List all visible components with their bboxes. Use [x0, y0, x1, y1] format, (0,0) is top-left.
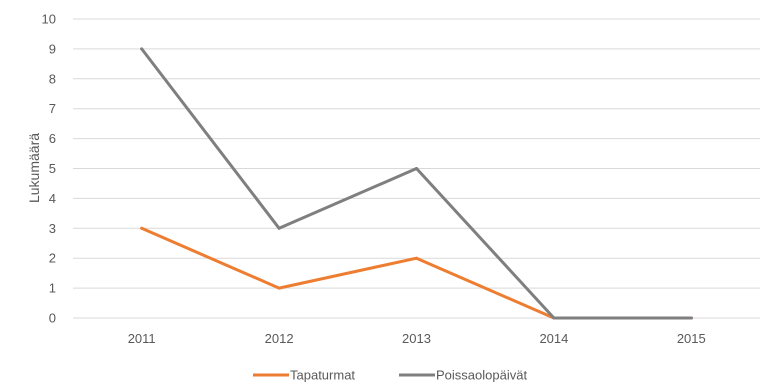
legend-label: Poissaolopäivät [436, 368, 527, 383]
data-point [277, 286, 281, 290]
y-tick-label: 0 [49, 311, 56, 326]
data-point [415, 256, 418, 260]
y-tick-label: 6 [49, 131, 56, 146]
y-tick-label: 10 [42, 12, 56, 27]
data-point [277, 226, 281, 230]
legend-item: Poissaolopäivät [399, 368, 527, 383]
series-line [140, 226, 693, 320]
y-tick-label: 5 [49, 161, 56, 176]
y-tick-label: 1 [49, 281, 56, 296]
legend-label: Tapaturmat [290, 368, 355, 383]
y-tick-label: 8 [49, 71, 56, 86]
y-tick-label: 7 [49, 101, 56, 116]
legend-item: Tapaturmat [253, 368, 355, 383]
data-point [140, 226, 144, 230]
x-axis-ticks: 2011 2012 2013 2014 2015 [128, 331, 706, 346]
series-group [140, 47, 693, 320]
x-tick-label: 2011 [128, 331, 156, 346]
data-point [689, 316, 693, 320]
data-point [552, 316, 556, 320]
y-tick-label: 4 [49, 191, 56, 206]
x-tick-label: 2014 [539, 331, 568, 346]
y-axis-ticks: 0 1 2 3 4 5 6 7 8 9 10 [42, 12, 56, 326]
y-tick-label: 9 [49, 41, 56, 56]
y-tick-label: 2 [49, 251, 56, 266]
x-tick-label: 2013 [402, 331, 431, 346]
data-point [140, 47, 144, 51]
legend: Tapaturmat Poissaolopäivät [253, 368, 527, 383]
y-axis-label: Lukumäärä [26, 133, 42, 203]
y-tick-label: 3 [49, 221, 56, 236]
data-point [415, 167, 418, 170]
x-tick-label: 2012 [265, 331, 294, 346]
series-0 [140, 226, 693, 320]
x-tick-label: 2015 [677, 331, 706, 346]
series-line [140, 47, 693, 320]
series-1 [140, 47, 693, 320]
